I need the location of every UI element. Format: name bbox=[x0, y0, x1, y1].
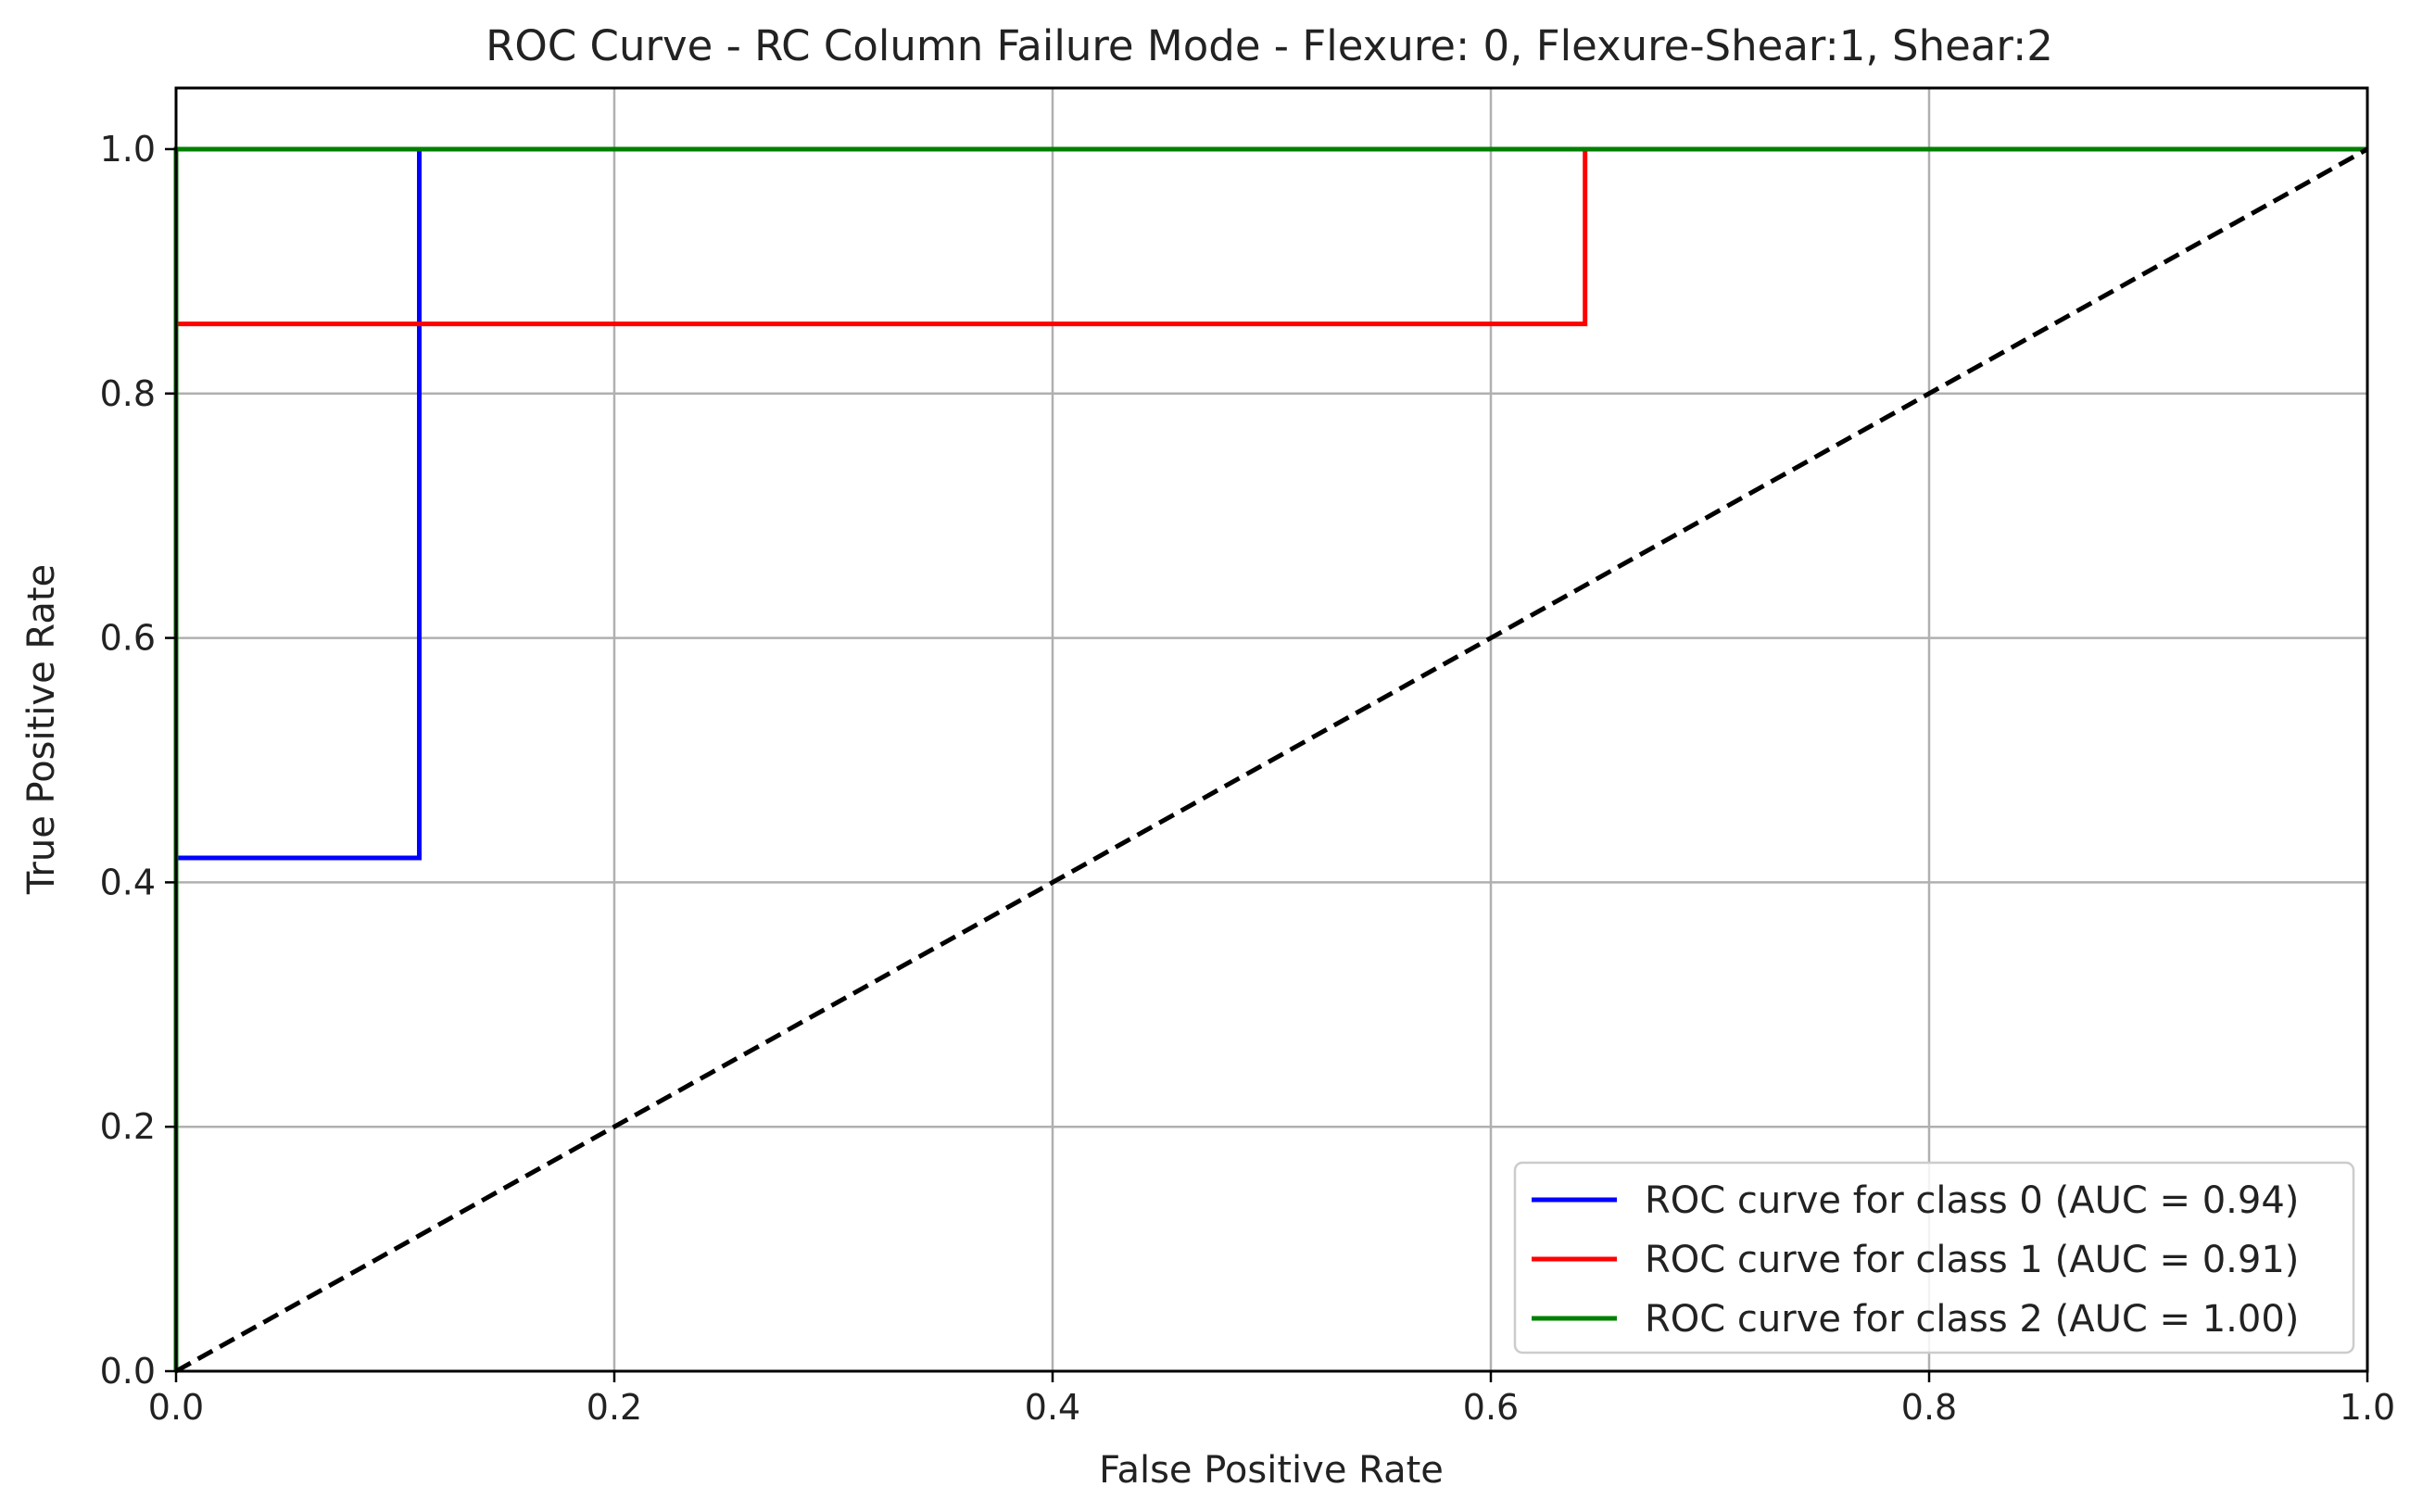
legend: ROC curve for class 0 (AUC = 0.94) ROC cu… bbox=[1513, 1161, 2355, 1354]
x-tick-label: 0.4 bbox=[1025, 1387, 1080, 1428]
ticks: 0.0 0.2 0.4 0.6 0.8 1.0 0.0 0.2 0.4 0.6 0.8 1.0 bbox=[100, 129, 2396, 1428]
x-tick-label: 0.0 bbox=[148, 1387, 204, 1428]
chart-title: ROC Curve - RC Column Failure Mode - Fle… bbox=[486, 21, 2053, 70]
x-tick-label: 1.0 bbox=[2340, 1387, 2395, 1428]
legend-box bbox=[1513, 1161, 2355, 1354]
y-tick-label: 0.4 bbox=[100, 862, 156, 902]
x-tick-label: 0.2 bbox=[587, 1387, 642, 1428]
y-tick-label: 0.2 bbox=[100, 1106, 156, 1147]
y-tick-label: 0.6 bbox=[100, 618, 156, 659]
y-tick-label: 0.8 bbox=[100, 373, 156, 414]
y-tick-label: 0.0 bbox=[100, 1351, 156, 1392]
chance-diagonal-line bbox=[174, 146, 2369, 1374]
y-tick-label: 1.0 bbox=[100, 129, 156, 170]
x-tick-label: 0.6 bbox=[1463, 1387, 1519, 1428]
legend-label-class-0: ROC curve for class 0 (AUC = 0.94) bbox=[1645, 1179, 2299, 1222]
legend-label-class-2: ROC curve for class 2 (AUC = 1.00) bbox=[1645, 1298, 2299, 1341]
x-axis-label: False Positive Rate bbox=[1099, 1449, 1444, 1492]
legend-label-class-1: ROC curve for class 1 (AUC = 0.91) bbox=[1645, 1239, 2299, 1281]
y-axis-label: True Positive Rate bbox=[20, 564, 63, 895]
plot-frame bbox=[174, 86, 2369, 1373]
x-tick-label: 0.8 bbox=[1901, 1387, 1957, 1428]
